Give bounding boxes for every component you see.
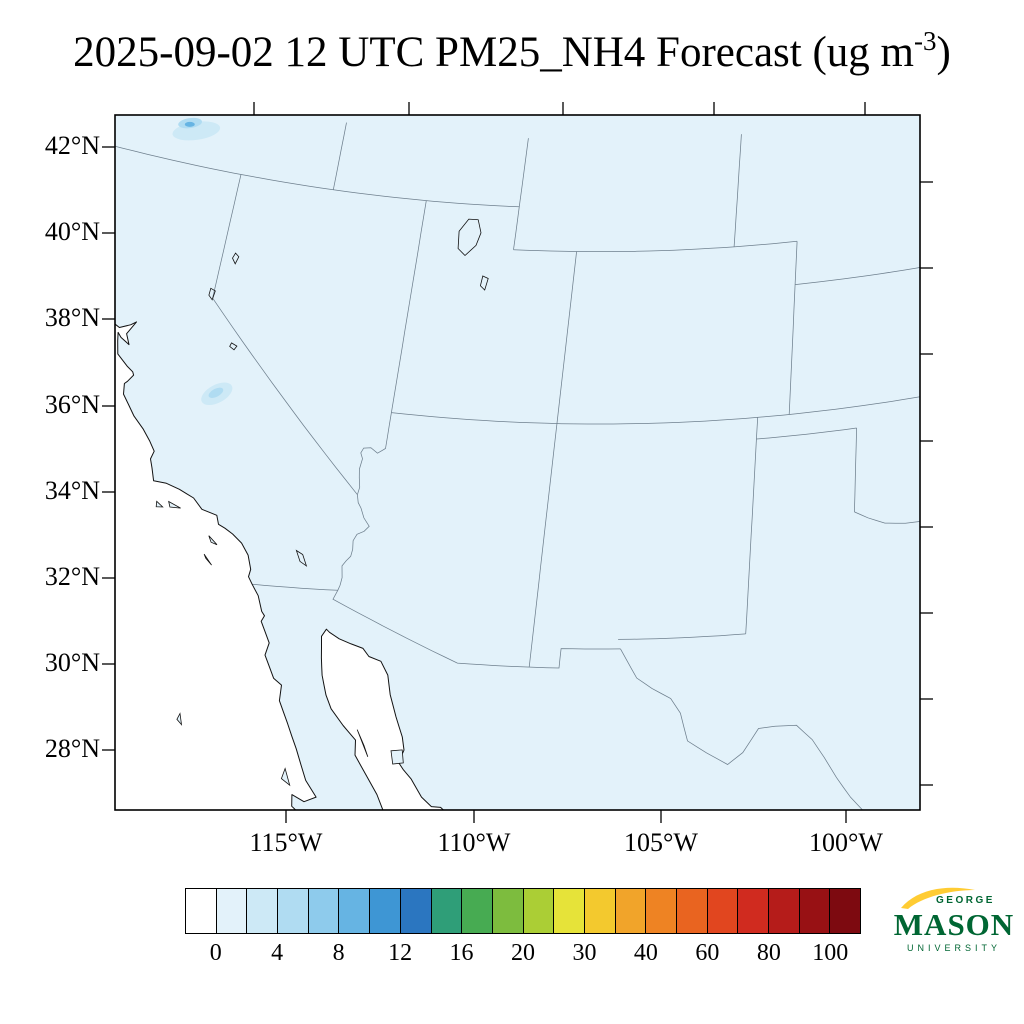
lat-tick-label: 28°N [44,734,100,763]
colorbar-cell [369,889,400,933]
colorbar-cell [215,889,247,933]
islands [155,500,404,787]
colorbar-tick-label: 30 [572,940,597,966]
colorbar-cell [829,889,861,933]
colorbar-cell [399,889,431,933]
state-borders [115,122,920,810]
colorbar-cell [430,889,462,933]
gmu-swoosh-icon [901,887,975,909]
pacific-ocean [115,321,317,810]
lat-tick-label: 42°N [44,131,100,160]
colorbar-cell [186,889,216,933]
lat-tick-label: 34°N [44,476,100,505]
lakes [208,218,489,567]
colorbar-cell [277,889,308,933]
colorbar-cell [307,889,339,933]
colorbar [185,888,861,934]
lat-tick-label: 32°N [44,562,100,591]
gmu-logo-university: UNIVERSITY [906,943,1001,953]
title-exponent: -3 [914,26,937,56]
colorbar-cell [737,889,769,933]
lat-tick-label: 40°N [44,217,100,246]
map-area [115,115,920,810]
lon-tick-label: 115°W [249,828,323,857]
colorbar-tick-label: 0 [209,940,222,966]
gmu-logo-mason: MASON [893,907,1015,942]
lon-tick-label: 110°W [437,828,511,857]
axis-ticks [102,102,933,823]
colorbar-cell [553,889,584,933]
title-suffix: ) [936,29,951,76]
gulf-of-california [321,629,444,810]
colorbar-cell [491,889,523,933]
colorbar-cell [798,889,830,933]
gmu-logo: GEORGE MASON UNIVERSITY [892,886,1016,970]
page-title: 2025-09-02 12 UTC PM25_NH4 Forecast (ug … [0,26,1024,77]
colorbar-tick-label: 12 [388,940,413,966]
colorbar-cell [461,889,492,933]
title-text: 2025-09-02 12 UTC PM25_NH4 Forecast (ug … [73,29,914,76]
lat-tick-label: 38°N [44,303,100,332]
pm25-patch-san-joaquin [208,387,224,398]
colorbar-cell [614,889,646,933]
colorbar-tick-label: 4 [271,940,284,966]
colorbar-tick-label: 80 [756,940,781,966]
colorbar-cell [676,889,707,933]
colorbar-tick-label: 8 [332,940,345,966]
colorbar-cell [645,889,676,933]
colorbar-cell [768,889,799,933]
colorbar-tick-label: 60 [695,940,720,966]
colorbar-tick-label: 16 [449,940,474,966]
lat-tick-label: 36°N [44,390,100,419]
colorbar-tick-label: 100 [812,940,849,966]
lat-tick-label: 30°N [44,648,100,677]
colorbar-tick-label: 40 [633,940,658,966]
colorbar-cell [583,889,615,933]
pm25-patch-nw [184,121,195,127]
lon-tick-label: 105°W [624,828,698,857]
colorbar-tick-label: 20 [511,940,535,966]
coastline [115,321,445,810]
colorbar-cell [522,889,554,933]
gmu-logo-george: GEORGE [936,895,995,906]
colorbar-cell [246,889,278,933]
colorbar-cell [338,889,370,933]
lon-tick-label: 100°W [809,828,883,857]
map-frame [114,114,921,811]
colorbar-cell [706,889,738,933]
